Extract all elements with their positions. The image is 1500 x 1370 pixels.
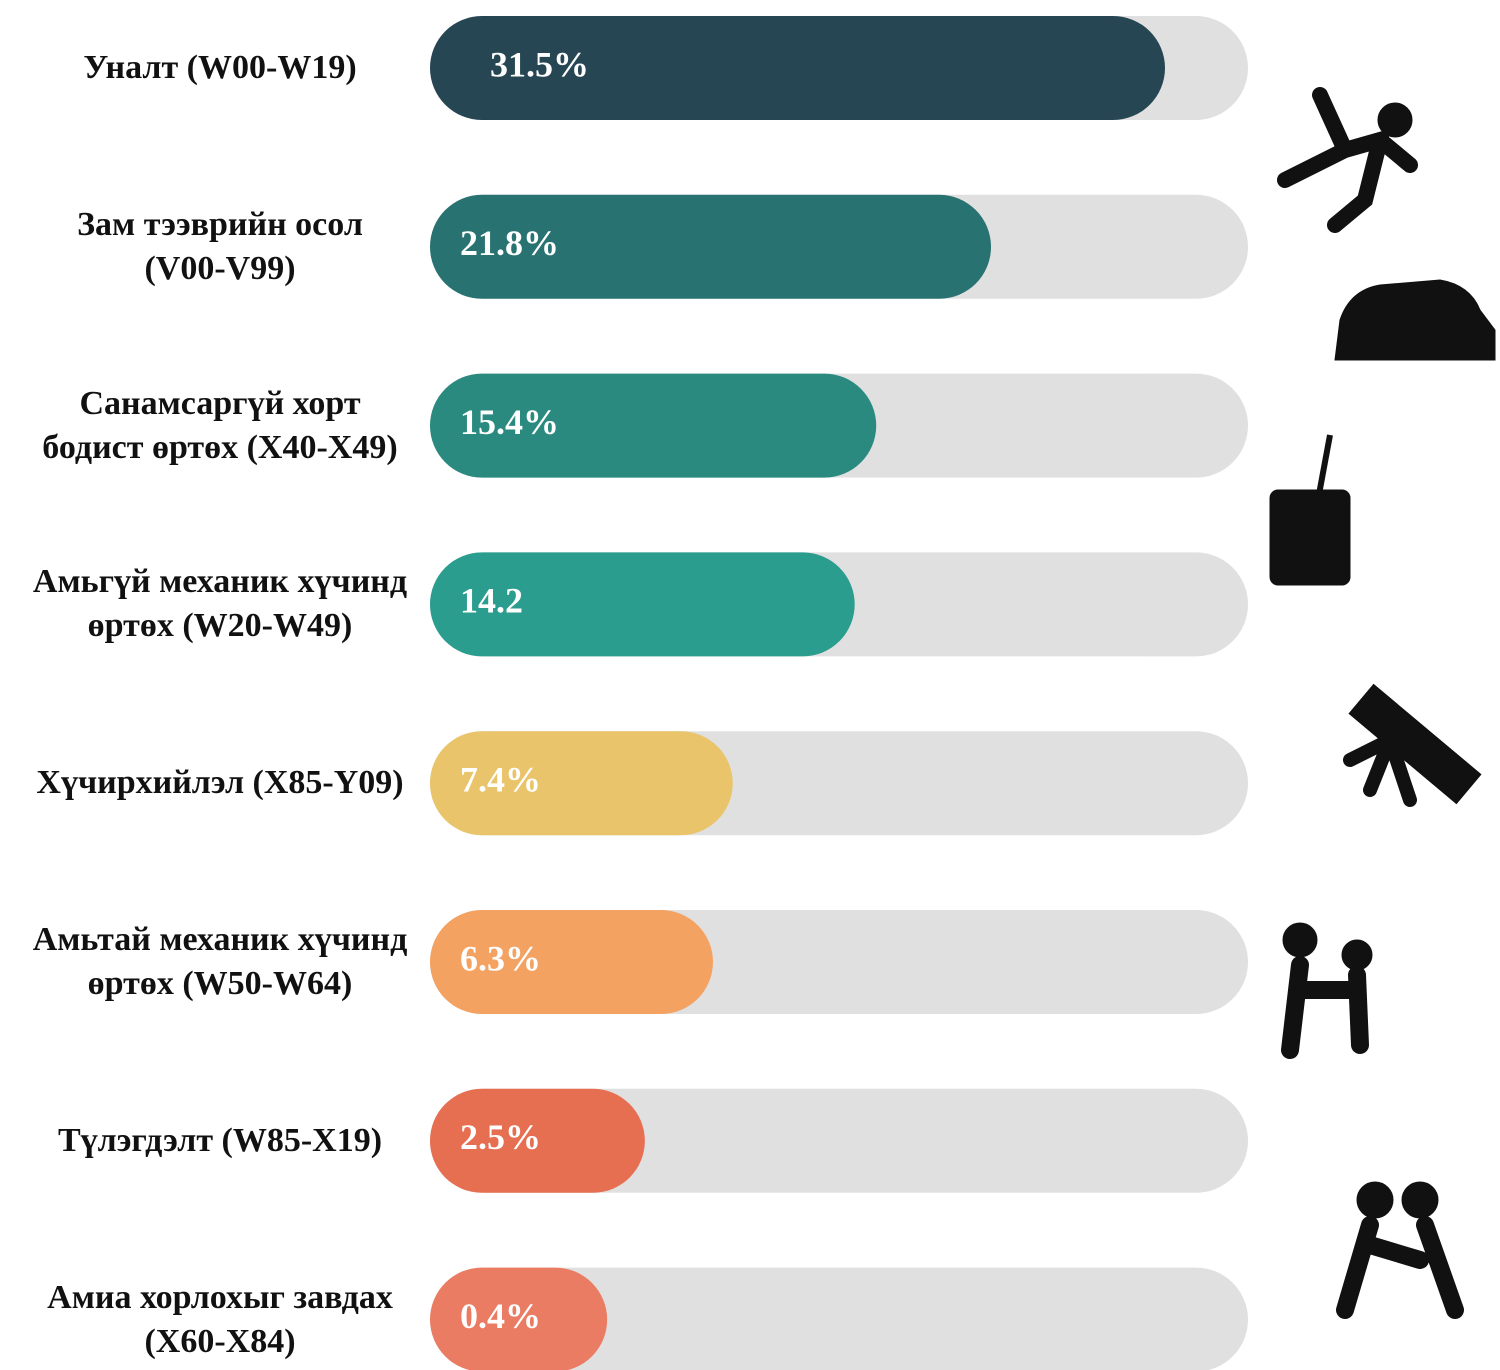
value-label: 2.5% <box>460 1117 541 1157</box>
bar <box>430 373 877 478</box>
bar <box>430 731 733 836</box>
category-label: Хүчирхийлэл (X85-Y09) <box>36 764 404 802</box>
category-label: Уналт (W00-W19) <box>83 49 357 86</box>
icon-beaker <box>1302 434 1333 571</box>
bar-track <box>430 1267 1248 1370</box>
icon-fight <box>1281 956 1369 1059</box>
category-label: Амьтай механик хүчинд өртөх (W50-W64) <box>32 921 408 1002</box>
value-label: 6.3% <box>460 938 541 978</box>
bar <box>430 16 1165 120</box>
category-label: Зам тээврийн осол (V00-V99) <box>77 205 363 287</box>
icon-car <box>1334 279 1496 361</box>
value-label: 31.5% <box>490 44 589 84</box>
bar <box>430 910 713 1014</box>
icon-assault <box>1356 1181 1394 1219</box>
value-label: 21.8% <box>460 223 559 263</box>
value-label: 7.4% <box>460 759 541 799</box>
category-label: Санамсаргүй хорт бодист өртөх (X40-X49) <box>42 384 398 466</box>
bar <box>430 552 855 657</box>
icons <box>1269 87 1496 1319</box>
icon-assault <box>1401 1181 1439 1219</box>
icon-crush <box>1343 730 1417 807</box>
icon-fall <box>1377 102 1413 138</box>
icon-fall <box>1277 87 1418 233</box>
bar <box>430 194 992 299</box>
icon-fight <box>1282 922 1318 958</box>
value-label: 14.2 <box>460 581 523 621</box>
category-label: Түлэгдэлт (W85-X19) <box>57 1121 383 1159</box>
icon-assault <box>1336 1216 1464 1319</box>
value-label: 0.4% <box>460 1296 541 1336</box>
category-label: Амиа хорлохыг завдах (X60-X84) <box>47 1278 393 1360</box>
value-label: 15.4% <box>460 402 559 442</box>
bar <box>430 1267 608 1370</box>
bar <box>430 1088 645 1193</box>
category-label: Амьгүй механик хүчинд өртөх (W20-W49) <box>32 563 408 645</box>
icon-fight <box>1341 939 1373 971</box>
